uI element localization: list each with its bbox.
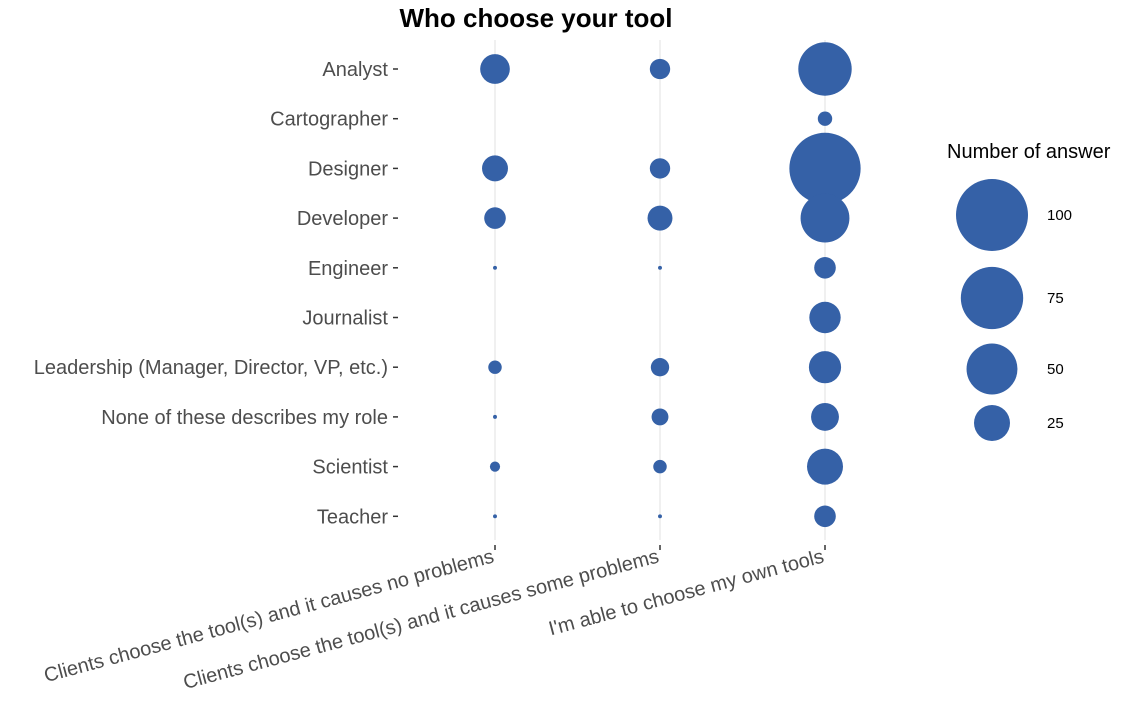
- data-point: [649, 158, 671, 179]
- data-point: [488, 360, 502, 374]
- data-point: [800, 193, 850, 243]
- data-point: [649, 58, 671, 80]
- legend-key: [960, 266, 1024, 330]
- data-point: [809, 301, 841, 334]
- data-point: [817, 111, 833, 126]
- legend-key: [956, 179, 1028, 251]
- y-tick-label: Scientist: [312, 457, 388, 479]
- data-point: [482, 155, 508, 182]
- x-tick-label: I'm able to choose my own tools: [546, 546, 826, 641]
- data-point: [814, 505, 836, 528]
- y-tick-label: Analyst: [322, 59, 388, 81]
- y-tick-label: None of these describes my role: [101, 407, 388, 429]
- y-tick-label: Leadership (Manager, Director, VP, etc.): [34, 357, 388, 379]
- y-tick-label: Engineer: [308, 258, 388, 280]
- y-tick-label: Cartographer: [270, 109, 388, 131]
- chart-title: Who choose your tool: [400, 3, 673, 33]
- data-point: [658, 265, 662, 270]
- data-point: [647, 205, 673, 231]
- data-point: [658, 514, 662, 519]
- data-point: [798, 42, 852, 96]
- legend-label: 25: [1047, 415, 1064, 432]
- data-point: [653, 459, 667, 474]
- data-point: [789, 132, 861, 205]
- data-point: [489, 461, 501, 472]
- data-point: [811, 402, 839, 431]
- data-point: [651, 408, 669, 426]
- y-tick-label: Teacher: [317, 506, 388, 528]
- legend: Number of answer 100 75 50 25: [947, 141, 1111, 441]
- data-point: [484, 207, 506, 229]
- y-tick-label: Journalist: [302, 308, 388, 330]
- data-point: [493, 265, 497, 270]
- data-point: [493, 514, 497, 519]
- data-point: [808, 351, 842, 384]
- legend-key: [966, 343, 1018, 395]
- legend-title: Number of answer: [947, 141, 1111, 163]
- y-axis: Analyst Cartographer Designer Developer Engi…: [34, 59, 398, 528]
- data-point: [650, 358, 670, 377]
- data-points: [480, 42, 861, 528]
- y-tick-label: Developer: [297, 208, 389, 230]
- legend-label: 100: [1047, 207, 1072, 224]
- legend-label: 50: [1047, 361, 1064, 378]
- legend-key: [974, 405, 1010, 441]
- x-axis: Clients choose the tool(s) and it causes…: [42, 545, 826, 694]
- legend-label: 75: [1047, 290, 1064, 307]
- data-point: [807, 448, 843, 485]
- data-point: [493, 414, 497, 419]
- data-point: [480, 54, 510, 84]
- data-point: [814, 257, 836, 279]
- y-tick-label: Designer: [308, 158, 388, 180]
